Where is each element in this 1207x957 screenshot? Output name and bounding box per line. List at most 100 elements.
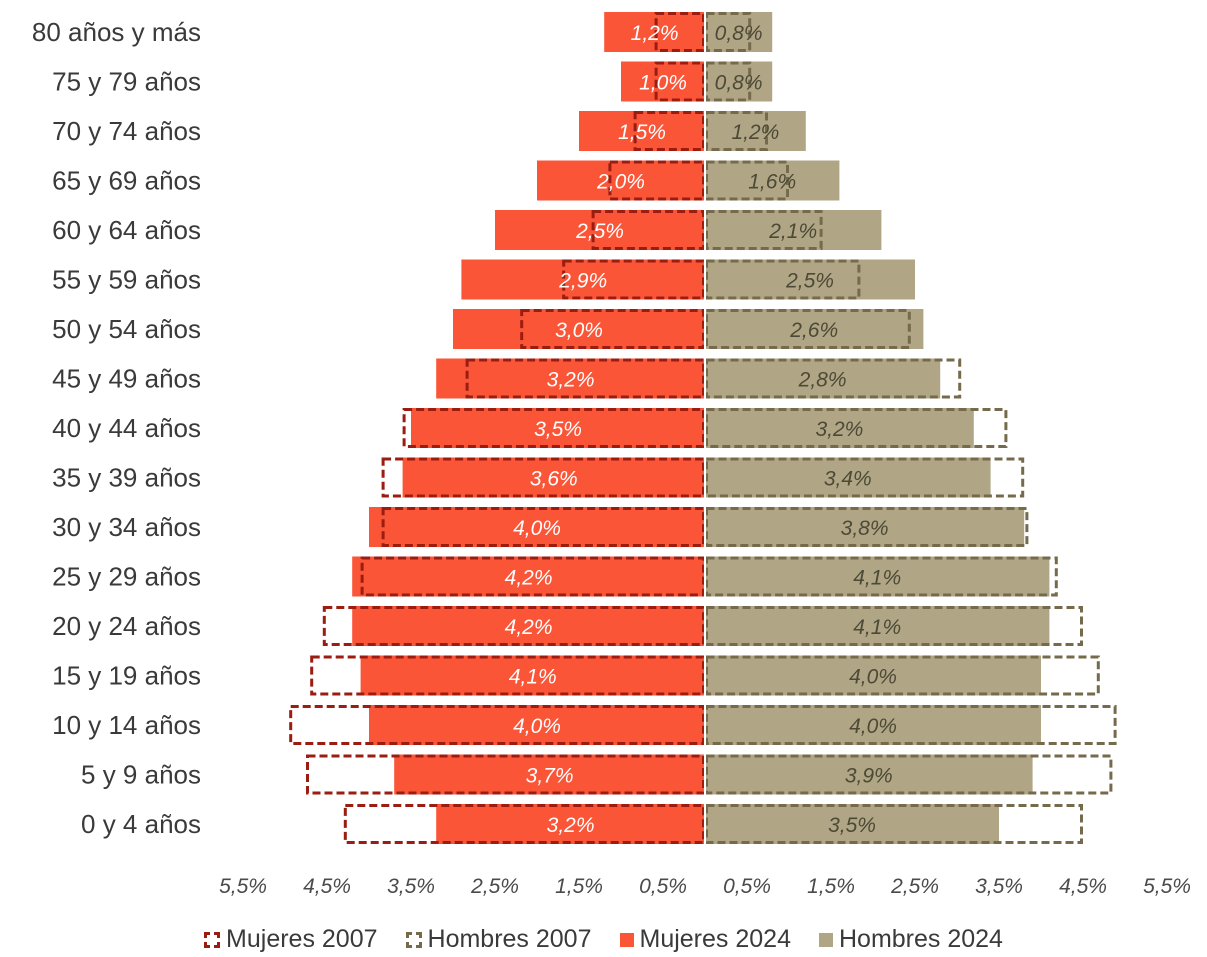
- bar-mujeres-2024-15-y-19-anos: [360, 655, 705, 696]
- bar-hombres-2007-5-y-9-anos: [705, 754, 1113, 795]
- bar-value-labels: 1,2% 0,8% 1,0% 0,8% 1,5% 1,2% 2,0% 1,6% 2,5% 2,1%…: [505, 22, 901, 837]
- legend-label-hombres-2007: Hombres 2007: [427, 925, 592, 953]
- bar-mujeres-2024-75-y-79-anos: [621, 61, 705, 102]
- bar-mujeres-2024-50-y-54-anos: [453, 309, 705, 349]
- bar-hombres-2007-60-y-64-anos: [705, 210, 823, 250]
- bar-mujeres-2007-20-y-24-anos: [322, 606, 705, 646]
- bar-mujeres-2024-55-y-59-anos: [461, 259, 705, 300]
- age-label-40-y-44-anos: 40 y 44 años: [52, 413, 201, 443]
- bar-mujeres-2007-45-y-49-anos: [465, 358, 705, 399]
- label-hombres-2024-45-y-49-anos: 2,8%: [798, 369, 847, 392]
- label-hombres-2024-20-y-24-anos: 4,1%: [853, 616, 901, 639]
- bar-hombres-2007-55-y-59-anos: [705, 259, 861, 300]
- bar-hombres-2007-40-y-44-anos: [705, 408, 1008, 448]
- bar-hombres-2007-80-anos-y-mas: [705, 12, 752, 52]
- bar-hombres-2024-10-y-14-anos: [705, 705, 1041, 745]
- label-hombres-2024-35-y-39-anos: 3,4%: [824, 468, 872, 491]
- age-label-75-y-79-anos: 75 y 79 años: [52, 67, 201, 97]
- x-tick-label: 2,5%: [890, 875, 939, 898]
- label-hombres-2024-30-y-34-anos: 3,8%: [841, 517, 889, 540]
- age-label-70-y-74-anos: 70 y 74 años: [52, 116, 201, 146]
- x-tick-label: 0,5%: [639, 875, 687, 898]
- label-mujeres-2024-60-y-64-anos: 2,5%: [575, 220, 624, 243]
- legend-item-mujeres-2024: Mujeres 2024: [619, 925, 791, 954]
- legend-swatch-mujeres-2024: [619, 932, 634, 947]
- bar-mujeres-2024-65-y-69-anos: [537, 160, 705, 201]
- label-hombres-2024-0-y-4-anos: 3,5%: [828, 814, 876, 837]
- label-mujeres-2024-40-y-44-anos: 3,5%: [534, 418, 582, 441]
- bar-hombres-2024-25-y-29-anos: [705, 556, 1050, 597]
- x-tick-label: 1,5%: [555, 875, 603, 898]
- bar-mujeres-2007-70-y-74-anos: [633, 111, 705, 151]
- label-hombres-2024-15-y-19-anos: 4,0%: [849, 666, 897, 689]
- bar-mujeres-2024-30-y-34-anos: [369, 507, 705, 547]
- bar-hombres-2024-45-y-49-anos: [705, 358, 941, 399]
- label-hombres-2024-80-anos-y-mas: 0,8%: [715, 22, 763, 45]
- age-label-55-y-59-anos: 55 y 59 años: [52, 265, 201, 295]
- label-hombres-2024-75-y-79-anos: 0,8%: [715, 72, 763, 95]
- bar-hombres-2024-0-y-4-anos: [705, 804, 999, 844]
- x-tick-label: 1,5%: [807, 875, 855, 898]
- label-hombres-2024-50-y-54-anos: 2,6%: [789, 319, 838, 342]
- bar-hombres-2024-35-y-39-anos: [705, 457, 991, 498]
- label-mujeres-2024-0-y-4-anos: 3,2%: [547, 814, 595, 837]
- legend-item-hombres-2007: Hombres 2007: [405, 925, 592, 954]
- bar-mujeres-2007-75-y-79-anos: [654, 61, 705, 102]
- age-label-5-y-9-anos: 5 y 9 años: [81, 760, 201, 790]
- age-labels: 80 años y más 75 y 79 años 70 y 74 años 65 …: [32, 17, 201, 839]
- label-mujeres-2024-55-y-59-anos: 2,9%: [558, 270, 607, 293]
- bar-mujeres-2007-40-y-44-anos: [402, 408, 705, 448]
- x-tick-label: 3,5%: [975, 875, 1023, 898]
- age-label-25-y-29-anos: 25 y 29 años: [52, 562, 201, 592]
- dashed-bars-2007: [289, 12, 1117, 844]
- legend-label-mujeres-2024: Mujeres 2024: [639, 925, 791, 953]
- age-label-45-y-49-anos: 45 y 49 años: [52, 364, 201, 394]
- bar-mujeres-2024-20-y-24-anos: [352, 606, 705, 646]
- bar-hombres-2007-0-y-4-anos: [705, 804, 1083, 844]
- label-mujeres-2024-25-y-29-anos: 4,2%: [505, 567, 553, 590]
- bar-mujeres-2024-25-y-29-anos: [352, 556, 705, 597]
- x-tick-label: 2,5%: [470, 875, 519, 898]
- bar-mujeres-2024-0-y-4-anos: [436, 804, 705, 844]
- bar-hombres-2007-30-y-34-anos: [705, 507, 1029, 547]
- age-label-50-y-54-anos: 50 y 54 años: [52, 314, 201, 344]
- label-mujeres-2024-45-y-49-anos: 3,2%: [547, 369, 595, 392]
- bar-mujeres-2007-80-anos-y-mas: [654, 12, 705, 52]
- bar-hombres-2024-60-y-64-anos: [705, 210, 882, 250]
- bar-mujeres-2007-5-y-9-anos: [306, 754, 705, 795]
- bar-hombres-2007-20-y-24-anos: [705, 606, 1083, 646]
- bar-hombres-2024-5-y-9-anos: [705, 754, 1033, 795]
- bar-hombres-2024-80-anos-y-mas: [705, 12, 773, 52]
- x-tick-label: 5,5%: [219, 875, 267, 898]
- legend-label-mujeres-2007: Mujeres 2007: [226, 925, 378, 953]
- label-mujeres-2024-15-y-19-anos: 4,1%: [509, 666, 557, 689]
- bar-hombres-2024-75-y-79-anos: [705, 61, 773, 102]
- age-label-20-y-24-anos: 20 y 24 años: [52, 611, 201, 641]
- bar-hombres-2007-70-y-74-anos: [705, 111, 768, 151]
- label-mujeres-2024-50-y-54-anos: 3,0%: [555, 319, 603, 342]
- label-hombres-2024-25-y-29-anos: 4,1%: [853, 567, 901, 590]
- label-mujeres-2024-10-y-14-anos: 4,0%: [513, 715, 561, 738]
- bar-hombres-2007-15-y-19-anos: [705, 655, 1100, 696]
- bar-hombres-2024-30-y-34-anos: [705, 507, 1025, 547]
- legend-swatch-hombres-2007: [405, 931, 422, 948]
- legend-swatch-hombres-2024: [818, 932, 833, 947]
- population-pyramid-chart: 80 años y más 75 y 79 años 70 y 74 años 65 …: [32, 10, 1191, 898]
- label-hombres-2024-55-y-59-anos: 2,5%: [785, 270, 834, 293]
- label-mujeres-2024-35-y-39-anos: 3,6%: [530, 468, 578, 491]
- label-mujeres-2024-80-anos-y-mas: 1,2%: [631, 22, 679, 45]
- bar-mujeres-2024-40-y-44-anos: [411, 408, 705, 448]
- label-mujeres-2024-70-y-74-anos: 1,5%: [618, 121, 666, 144]
- age-label-10-y-14-anos: 10 y 14 años: [52, 710, 201, 740]
- label-mujeres-2024-20-y-24-anos: 4,2%: [505, 616, 553, 639]
- bar-hombres-2024-40-y-44-anos: [705, 408, 974, 448]
- age-label-35-y-39-anos: 35 y 39 años: [52, 463, 201, 493]
- bar-hombres-2024-55-y-59-anos: [705, 259, 915, 300]
- bar-hombres-2007-35-y-39-anos: [705, 457, 1025, 498]
- chart-legend: Mujeres 2007 Hombres 2007 Mujeres 2024 H…: [0, 922, 1207, 957]
- legend-item-hombres-2024: Hombres 2024: [818, 925, 1003, 954]
- bar-hombres-2007-75-y-79-anos: [705, 61, 752, 102]
- bar-hombres-2024-65-y-69-anos: [705, 160, 840, 201]
- bar-mujeres-2024-70-y-74-anos: [579, 111, 705, 151]
- age-label-60-y-64-anos: 60 y 64 años: [52, 215, 201, 245]
